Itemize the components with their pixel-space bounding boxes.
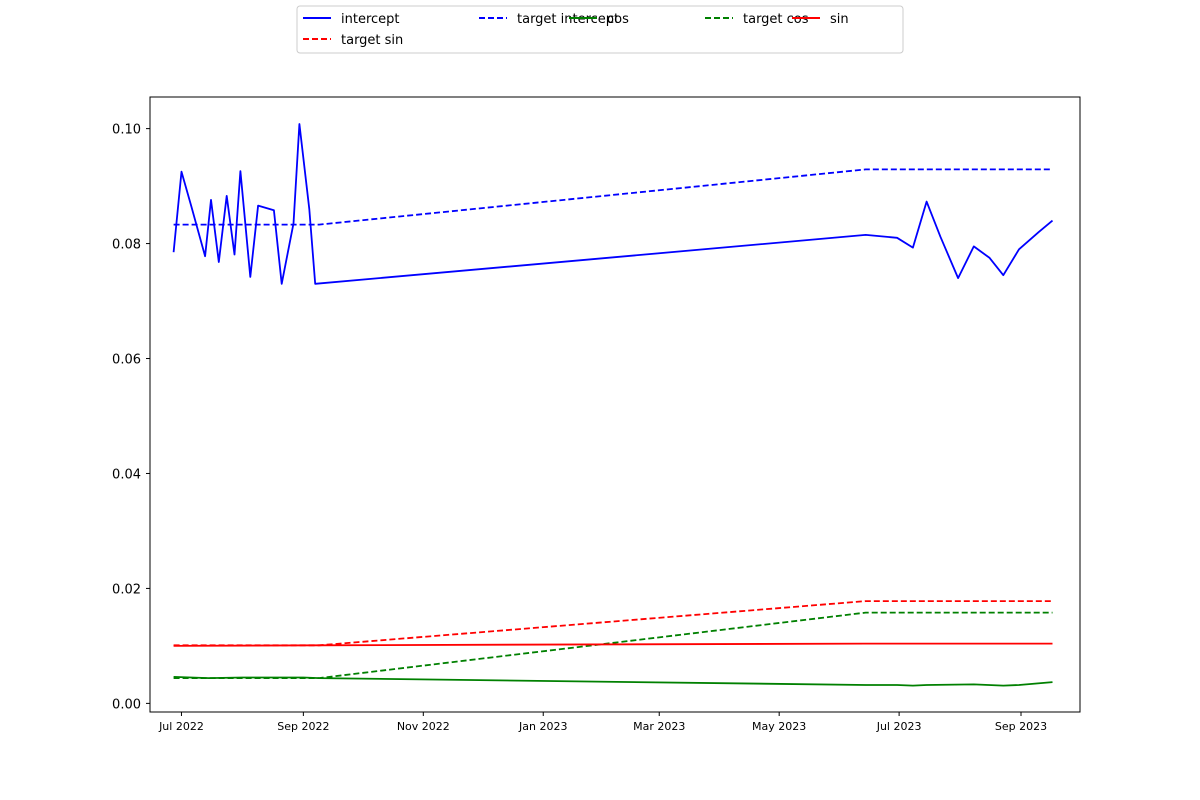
x-tick-label: Sep 2022 — [277, 720, 329, 733]
series-lines — [172, 123, 1054, 687]
x-tick-label: Jul 2022 — [158, 720, 204, 733]
plot-area-frame — [149, 96, 1081, 713]
y-tick-label: 0.06 — [112, 353, 141, 368]
legend-label: cos — [607, 12, 629, 27]
legend-label: sin — [830, 12, 849, 27]
legend-frame — [296, 5, 904, 54]
series-line-intercept — [172, 123, 1054, 285]
legend-label: intercept — [341, 12, 400, 27]
x-axis: Jul 2022 Sep 2022 Nov 2022 Jan 2023 Mar 2023… — [158, 712, 1047, 733]
y-tick-label: 0.08 — [112, 238, 141, 253]
legend-label: target sin — [341, 33, 403, 48]
x-tick-label: Mar 2023 — [633, 720, 685, 733]
x-tick-label: Nov 2022 — [397, 720, 450, 733]
legend-label: target cos — [743, 12, 809, 27]
x-tick-label: Jul 2023 — [876, 720, 922, 733]
series-line-target-intercept — [173, 168, 1053, 226]
x-tick-label: Jan 2023 — [518, 720, 567, 733]
y-tick-label: 0.00 — [112, 697, 141, 712]
legend-label: target intercept — [517, 12, 619, 27]
series-line-target-sin — [173, 600, 1053, 647]
y-axis: 0.00 0.02 0.04 0.06 0.08 0.10 — [112, 123, 150, 712]
x-tick-label: Sep 2023 — [995, 720, 1047, 733]
y-tick-label: 0.10 — [112, 123, 141, 138]
y-tick-label: 0.04 — [112, 467, 141, 482]
y-tick-label: 0.02 — [112, 582, 141, 597]
series-line-target-cos — [173, 611, 1053, 679]
x-tick-label: May 2023 — [752, 720, 806, 733]
